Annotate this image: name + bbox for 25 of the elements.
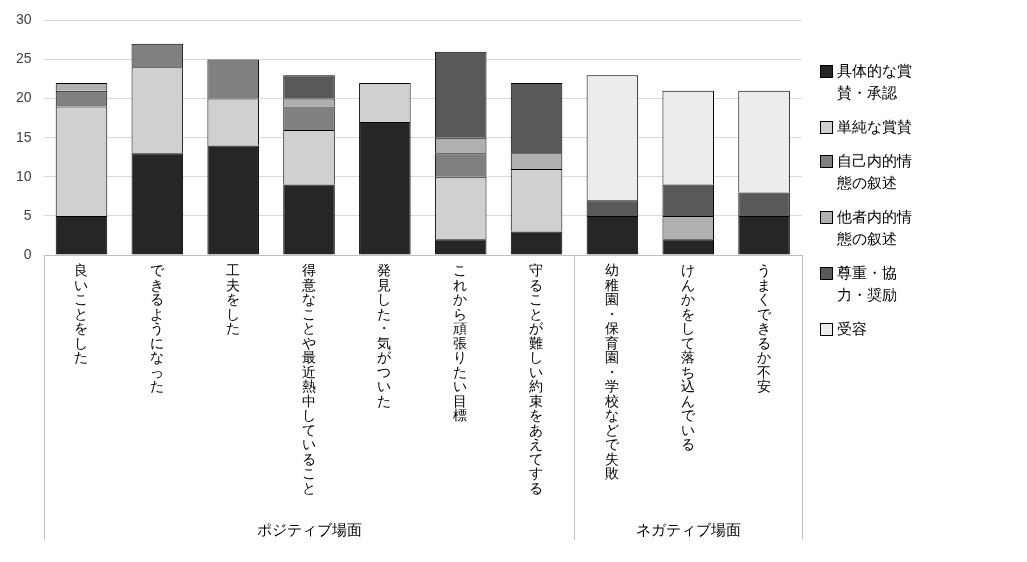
category-label: これから頑張りたい目標 [453, 262, 468, 423]
y-tick-label: 30 [15, 11, 32, 28]
legend-label: 自己内的情態の叙述 [837, 151, 913, 195]
text: ポジティブ場面 [256, 521, 362, 540]
category-label: 幼稚園・保育園・学校などで失敗 [604, 262, 619, 481]
y-tick-label: 0 [23, 245, 32, 262]
category-label: うまくできるか不安 [756, 262, 771, 394]
legend-label: 具体的な賞賛・承認 [837, 61, 913, 105]
y-tick-label: 5 [23, 206, 32, 223]
y-tick-label: 20 [15, 89, 32, 106]
legend-label: 受容 [837, 319, 867, 341]
legend-label: 尊重・協力・奨励 [837, 263, 898, 307]
category-label: できるようになった [149, 262, 164, 394]
y-tick-label: 10 [15, 167, 32, 184]
category-label: けんかをして落ち込んでいる [680, 262, 695, 452]
legend-label: 他者内的情態の叙述 [837, 207, 913, 251]
category-label: 発見した・気がついた [377, 262, 392, 409]
x-tick-label: 工夫をした [225, 262, 241, 336]
category-label: 得意なことや最近熱中していること [301, 262, 316, 496]
y-tick-label: 25 [15, 50, 32, 67]
y-tick-label: 15 [15, 128, 32, 145]
text: ネガティブ場面 [635, 521, 741, 540]
x-tick-label: 良いことをした [73, 262, 89, 365]
legend-label: 単純な賞賛 [837, 117, 912, 139]
category-label: 守ることが難しい約束をあえてする [529, 262, 544, 496]
